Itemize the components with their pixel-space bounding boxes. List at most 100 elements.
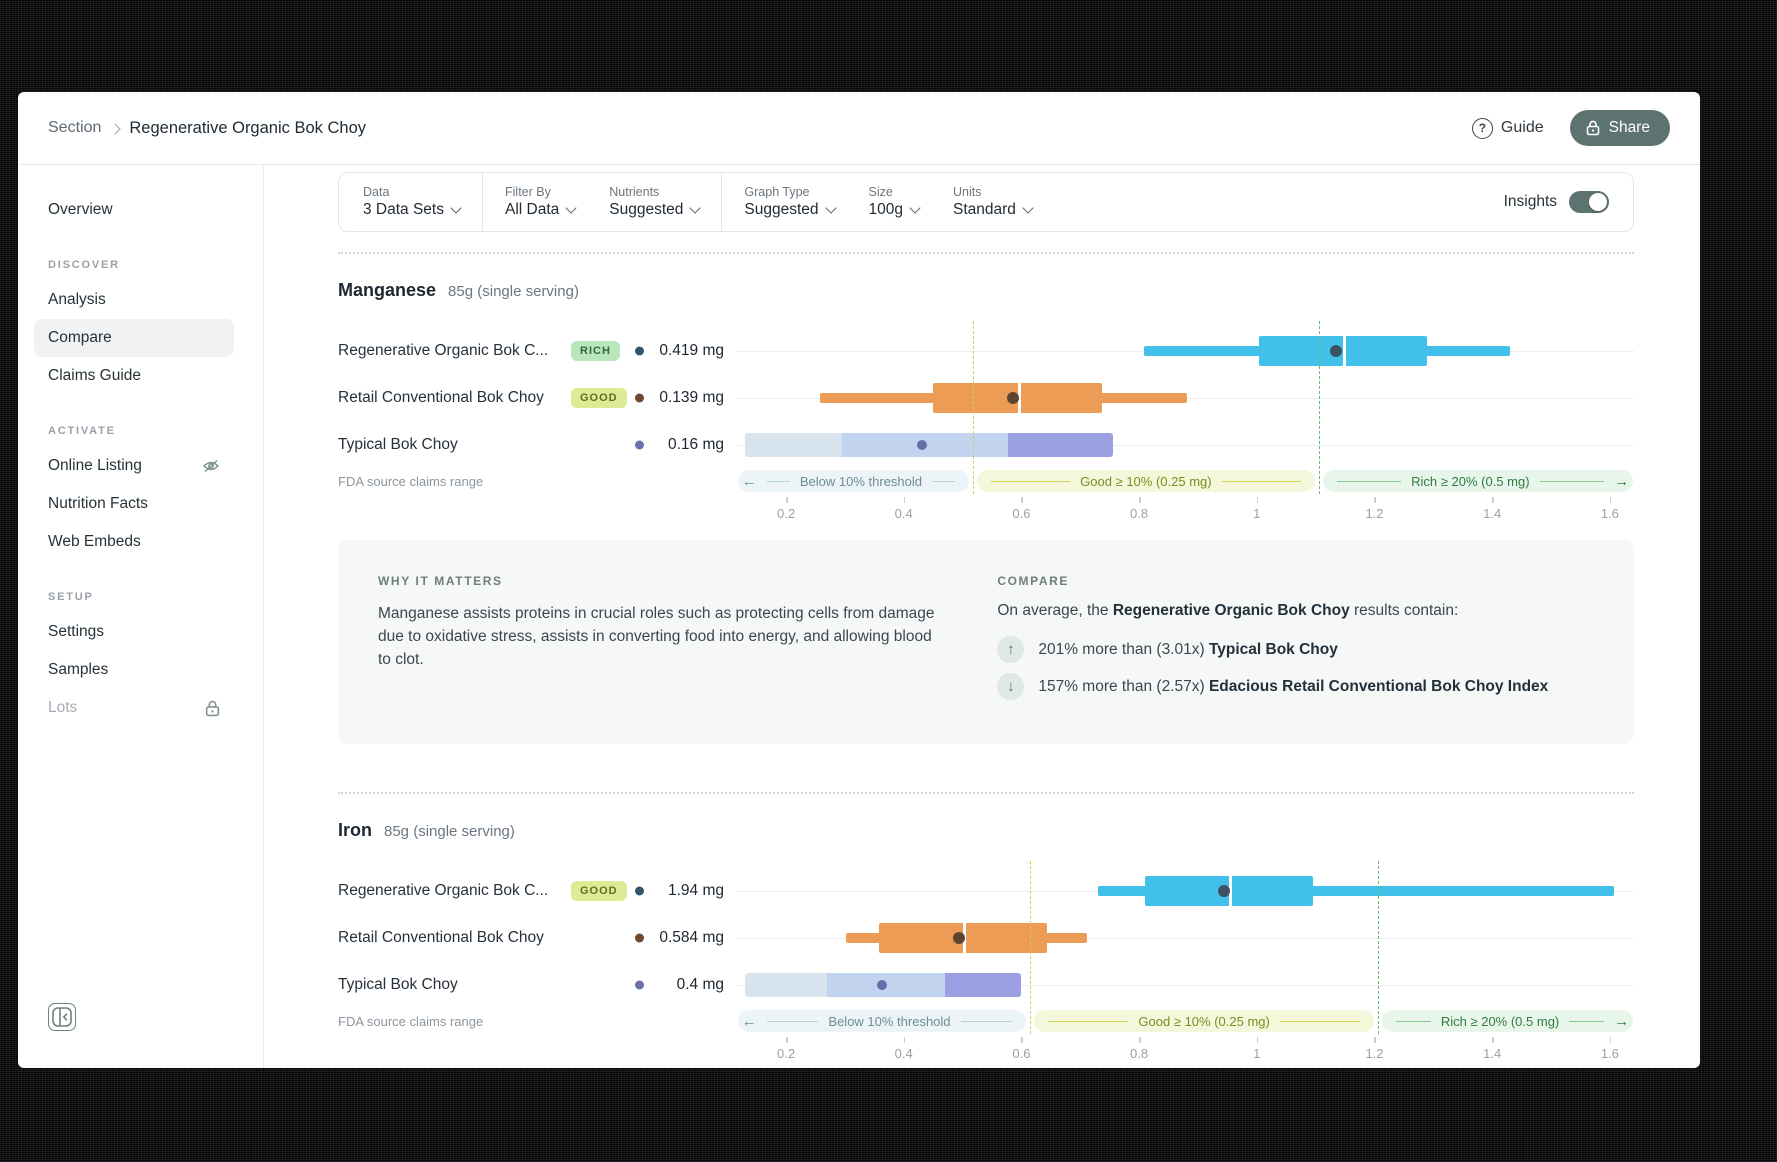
serving-size-label: 85g (single serving) (448, 283, 579, 300)
threshold-zone: Good ≥ 10% (0.25 mg) (977, 470, 1315, 492)
chart-row-label: Retail Conventional Bok Choy GOOD 0.139 mg (338, 374, 736, 421)
data-dropdown[interactable]: Data 3 Data Sets (363, 185, 462, 219)
sidebar-item-compare[interactable]: Compare (34, 319, 234, 357)
arrow-down-icon: ↓ (997, 673, 1025, 700)
sidebar-item-lots[interactable]: Lots (34, 689, 234, 727)
chart-row-label: Typical Bok Choy 0.4 mg (338, 961, 736, 1008)
chevron-down-icon (1022, 202, 1034, 214)
zone-label: Good ≥ 10% (0.25 mg) (1138, 1013, 1270, 1029)
boxplot-median (1017, 382, 1021, 413)
sidebar-item-samples[interactable]: Samples (48, 661, 109, 678)
share-button[interactable]: Share (1569, 110, 1670, 146)
chart-plot-column: ← Below 10% threshold Good ≥ 10% (0.25 mg)… (736, 321, 1634, 524)
arrow-right-icon: → (1614, 1012, 1630, 1030)
axis-tick (786, 497, 788, 503)
axis-tick (1139, 1037, 1141, 1043)
range-segment (944, 972, 1022, 997)
nutrient-title: Manganese (338, 280, 437, 300)
dataset-value: 0.16 mg (667, 435, 724, 453)
axis-tick-label: 0.2 (776, 506, 796, 521)
dataset-name: Retail Conventional Bok Choy (338, 928, 544, 946)
range-segment (744, 972, 828, 997)
units-dropdown[interactable]: Units Standard (953, 185, 1034, 219)
sidebar-item-nutrition-facts[interactable]: Nutrition Facts (48, 495, 148, 512)
nutrients-dropdown[interactable]: Nutrients Suggested (609, 185, 702, 219)
axis-tick (786, 1037, 788, 1043)
axis-spacer (338, 494, 736, 524)
arrow-left-icon: ← (741, 472, 757, 490)
toggle-knob (1589, 193, 1607, 211)
axis-tick-label: 0.6 (1012, 506, 1031, 521)
size-dropdown[interactable]: Size 100g (869, 185, 921, 219)
axis-tick-label: 0.2 (776, 1046, 796, 1061)
breadcrumb-chevron-icon (109, 122, 122, 135)
dataset-name: Typical Bok Choy (338, 435, 458, 453)
boxplot-row (736, 914, 1634, 961)
sidebar-item-online-listing[interactable]: Online Listing (34, 447, 234, 485)
boxplot-row (736, 327, 1634, 374)
axis-tick (1256, 1037, 1259, 1043)
graph-type-dropdown[interactable]: Graph Type Suggested (744, 185, 837, 219)
axis-tick-label: 0.6 (1012, 1046, 1031, 1061)
sidebar-item-analysis[interactable]: Analysis (48, 291, 106, 308)
boxplot-row (736, 421, 1634, 468)
breadcrumb: Section Regenerative Organic Bok Choy (48, 119, 366, 138)
threshold-zones-row: ← Below 10% threshold Good ≥ 10% (0.25 mg)… (736, 1008, 1634, 1034)
compare-intro: On average, the Regenerative Organic Bok… (997, 602, 1459, 619)
threshold-zone: ← Below 10% threshold (737, 1010, 1027, 1032)
breadcrumb-section[interactable]: Section (48, 119, 102, 136)
sidebar-item-claims-guide[interactable]: Claims Guide (48, 367, 142, 384)
page-header: Section Regenerative Organic Bok Choy ? … (18, 92, 1700, 165)
why-it-matters-heading: WHY IT MATTERS (378, 574, 503, 588)
zone-line (1279, 1020, 1360, 1022)
sidebar-heading-discover: DISCOVER (48, 259, 120, 271)
zone-line (1336, 480, 1402, 482)
axis-tick-label: 1.4 (1483, 1046, 1502, 1061)
arrow-up-icon: ↑ (997, 636, 1025, 663)
threshold-zone: Good ≥ 10% (0.25 mg) (1034, 1010, 1374, 1032)
axis-tick (1139, 497, 1141, 503)
sidebar-collapse-button[interactable] (48, 1003, 76, 1031)
zone-line (991, 480, 1071, 482)
chart-plot-column: ← Below 10% threshold Good ≥ 10% (0.25 mg)… (736, 861, 1634, 1064)
axis-tick-label: 0.8 (1130, 1046, 1149, 1061)
threshold-zone: ← Below 10% threshold (737, 470, 970, 492)
eye-off-icon (202, 458, 220, 474)
sidebar-item-web-embeds[interactable]: Web Embeds (48, 533, 141, 550)
chart-row-label: Retail Conventional Bok Choy 0.584 mg (338, 914, 736, 961)
status-badge: RICH (571, 340, 620, 361)
axis-tick (1021, 497, 1023, 503)
boxplot-mean-dot (1217, 884, 1230, 897)
dataset-dot (635, 886, 644, 895)
fda-claims-label: FDA source claims range (338, 1013, 484, 1029)
chevron-down-icon (565, 202, 577, 214)
insights-toggle[interactable] (1569, 191, 1609, 213)
axis-tick-label: 1.6 (1600, 506, 1619, 521)
page-title: Regenerative Organic Bok Choy (129, 118, 366, 137)
dataset-dot (635, 393, 644, 402)
axis-tick (1609, 1037, 1612, 1043)
filter-by-dropdown[interactable]: Filter By All Data (505, 185, 577, 219)
boxplot-median (1229, 875, 1233, 906)
zone-line (1539, 480, 1605, 482)
boxplot-whisker (1097, 885, 1614, 896)
sidebar-heading-activate: ACTIVATE (48, 425, 116, 437)
zone-line (1221, 480, 1301, 482)
guide-button[interactable]: ? Guide (1471, 117, 1544, 139)
dataset-dot (635, 346, 644, 355)
zone-line (1048, 1020, 1129, 1022)
good-threshold-line (1030, 861, 1032, 1034)
zone-line (932, 480, 956, 482)
sidebar-item-overview[interactable]: Overview (48, 201, 113, 218)
chevron-down-icon (909, 202, 921, 214)
help-icon: ? (1471, 117, 1493, 139)
sidebar-item-settings[interactable]: Settings (48, 623, 105, 640)
threshold-zone: Rich ≥ 20% (0.5 mg) → (1382, 1010, 1634, 1032)
gridline (736, 444, 1634, 446)
dataset-value: 0.139 mg (659, 388, 724, 406)
boxplot-mean-dot (1330, 344, 1343, 357)
fda-claims-row: FDA source claims range (338, 468, 736, 494)
dataset-name: Retail Conventional Bok Choy (338, 388, 544, 406)
chart-row-label: Typical Bok Choy 0.16 mg (338, 421, 736, 468)
dataset-name: Regenerative Organic Bok C... (338, 341, 549, 359)
